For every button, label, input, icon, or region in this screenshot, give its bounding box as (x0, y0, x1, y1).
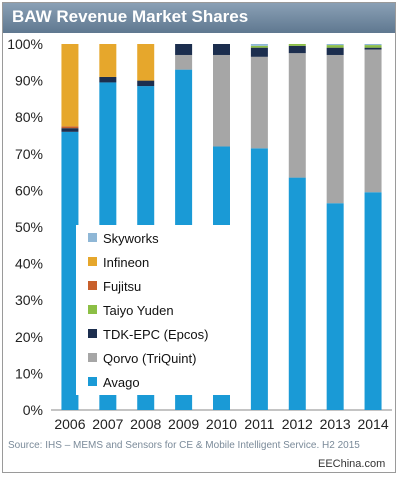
legend-swatch (88, 233, 97, 242)
watermark: EEChina.com (318, 458, 386, 470)
y-tick-label: 50% (15, 219, 43, 235)
bar-segment-taiyo-yuden (326, 45, 344, 48)
axes: 0% 10% 20% 30% 40% 50% 60% 70% 80% 90% 100% 2006 200… (7, 36, 392, 432)
bar-segment-tdk-epc-epcos (213, 44, 230, 55)
bar-segment-qorvo-triquint (326, 54, 344, 204)
legend-label: TDK-EPC (Epcos) (103, 327, 208, 342)
x-tick-label: 2013 (320, 416, 351, 432)
bar-segment-skyworks (250, 44, 268, 46)
bar-segment-skyworks (326, 44, 344, 46)
bar-segment-tdk-epc-epcos (250, 47, 268, 57)
bar-segment-avago (326, 203, 344, 410)
bar-segment-qorvo-triquint (175, 54, 193, 70)
bar-segment-infineon (99, 44, 117, 77)
legend-swatch (88, 305, 97, 314)
y-tick-label: 100% (7, 36, 43, 52)
x-tick-label: 2010 (206, 416, 237, 432)
y-tick-label: 80% (15, 109, 43, 125)
legend-swatch (88, 377, 97, 386)
bar-segment-avago (364, 192, 382, 410)
bar-segment-taiyo-yuden (250, 45, 268, 48)
chart-title: BAW Revenue Market Shares (12, 7, 249, 26)
legend-box (76, 225, 240, 395)
y-tick-label: 20% (15, 329, 43, 345)
x-tick-label: 2006 (54, 416, 85, 432)
bar-segment-tdk-epc-epcos (326, 47, 344, 55)
legend-label: Infineon (103, 255, 149, 270)
x-tick-label: 2011 (244, 416, 274, 432)
bar-segment-qorvo-triquint (288, 53, 306, 178)
legend-label: Taiyo Yuden (103, 303, 174, 318)
bar-segment-avago (250, 148, 268, 410)
x-tick-label: 2008 (130, 416, 161, 432)
bar-segment-tdk-epc-epcos (61, 128, 79, 132)
legend: Skyworks Infineon Fujitsu Taiyo Yuden TDK-EP… (76, 225, 240, 395)
legend-label: Qorvo (TriQuint) (103, 351, 196, 366)
legend-swatch (88, 281, 97, 290)
legend-label: Skyworks (103, 231, 159, 246)
legend-swatch (88, 353, 97, 362)
bar-segment-tdk-epc-epcos (364, 47, 382, 50)
bar-segment-tdk-epc-epcos (137, 80, 155, 87)
y-tick-label: 70% (15, 146, 43, 162)
y-tick-label: 60% (15, 182, 43, 198)
bar-segment-tdk-epc-epcos (175, 44, 193, 55)
x-tick-label: 2014 (357, 416, 388, 432)
y-tick-label: 0% (23, 402, 43, 418)
bar-segment-taiyo-yuden (288, 44, 306, 46)
x-tick-label: 2009 (168, 416, 199, 432)
bar-segment-skyworks (364, 44, 382, 46)
bar-segment-tdk-epc-epcos (99, 76, 117, 83)
y-tick-label: 10% (15, 365, 43, 381)
source-note: Source: IHS – MEMS and Sensors for CE & … (8, 440, 360, 451)
bar-segment-avago (61, 131, 79, 410)
bar-segment-tdk-epc-epcos (288, 45, 306, 54)
bar-segment-fujitsu (61, 126, 79, 129)
title-bar: BAW Revenue Market Shares (3, 3, 395, 33)
legend-swatch (88, 329, 97, 338)
legend-swatch (88, 257, 97, 266)
legend-label: Fujitsu (103, 279, 141, 294)
bar-segment-infineon (137, 44, 155, 81)
x-tick-label: 2007 (92, 416, 123, 432)
legend-label: Avago (103, 375, 140, 390)
bar-segment-qorvo-triquint (250, 56, 268, 149)
bar-segment-taiyo-yuden (364, 45, 382, 48)
bar-segment-avago (288, 177, 306, 410)
bar-segment-qorvo-triquint (213, 54, 230, 147)
bar-segment-infineon (61, 44, 79, 127)
y-tick-label: 40% (15, 256, 43, 272)
y-tick-label: 30% (15, 292, 43, 308)
x-tick-label: 2012 (282, 416, 313, 432)
bar-segment-qorvo-triquint (364, 49, 382, 193)
y-tick-label: 90% (15, 73, 43, 89)
